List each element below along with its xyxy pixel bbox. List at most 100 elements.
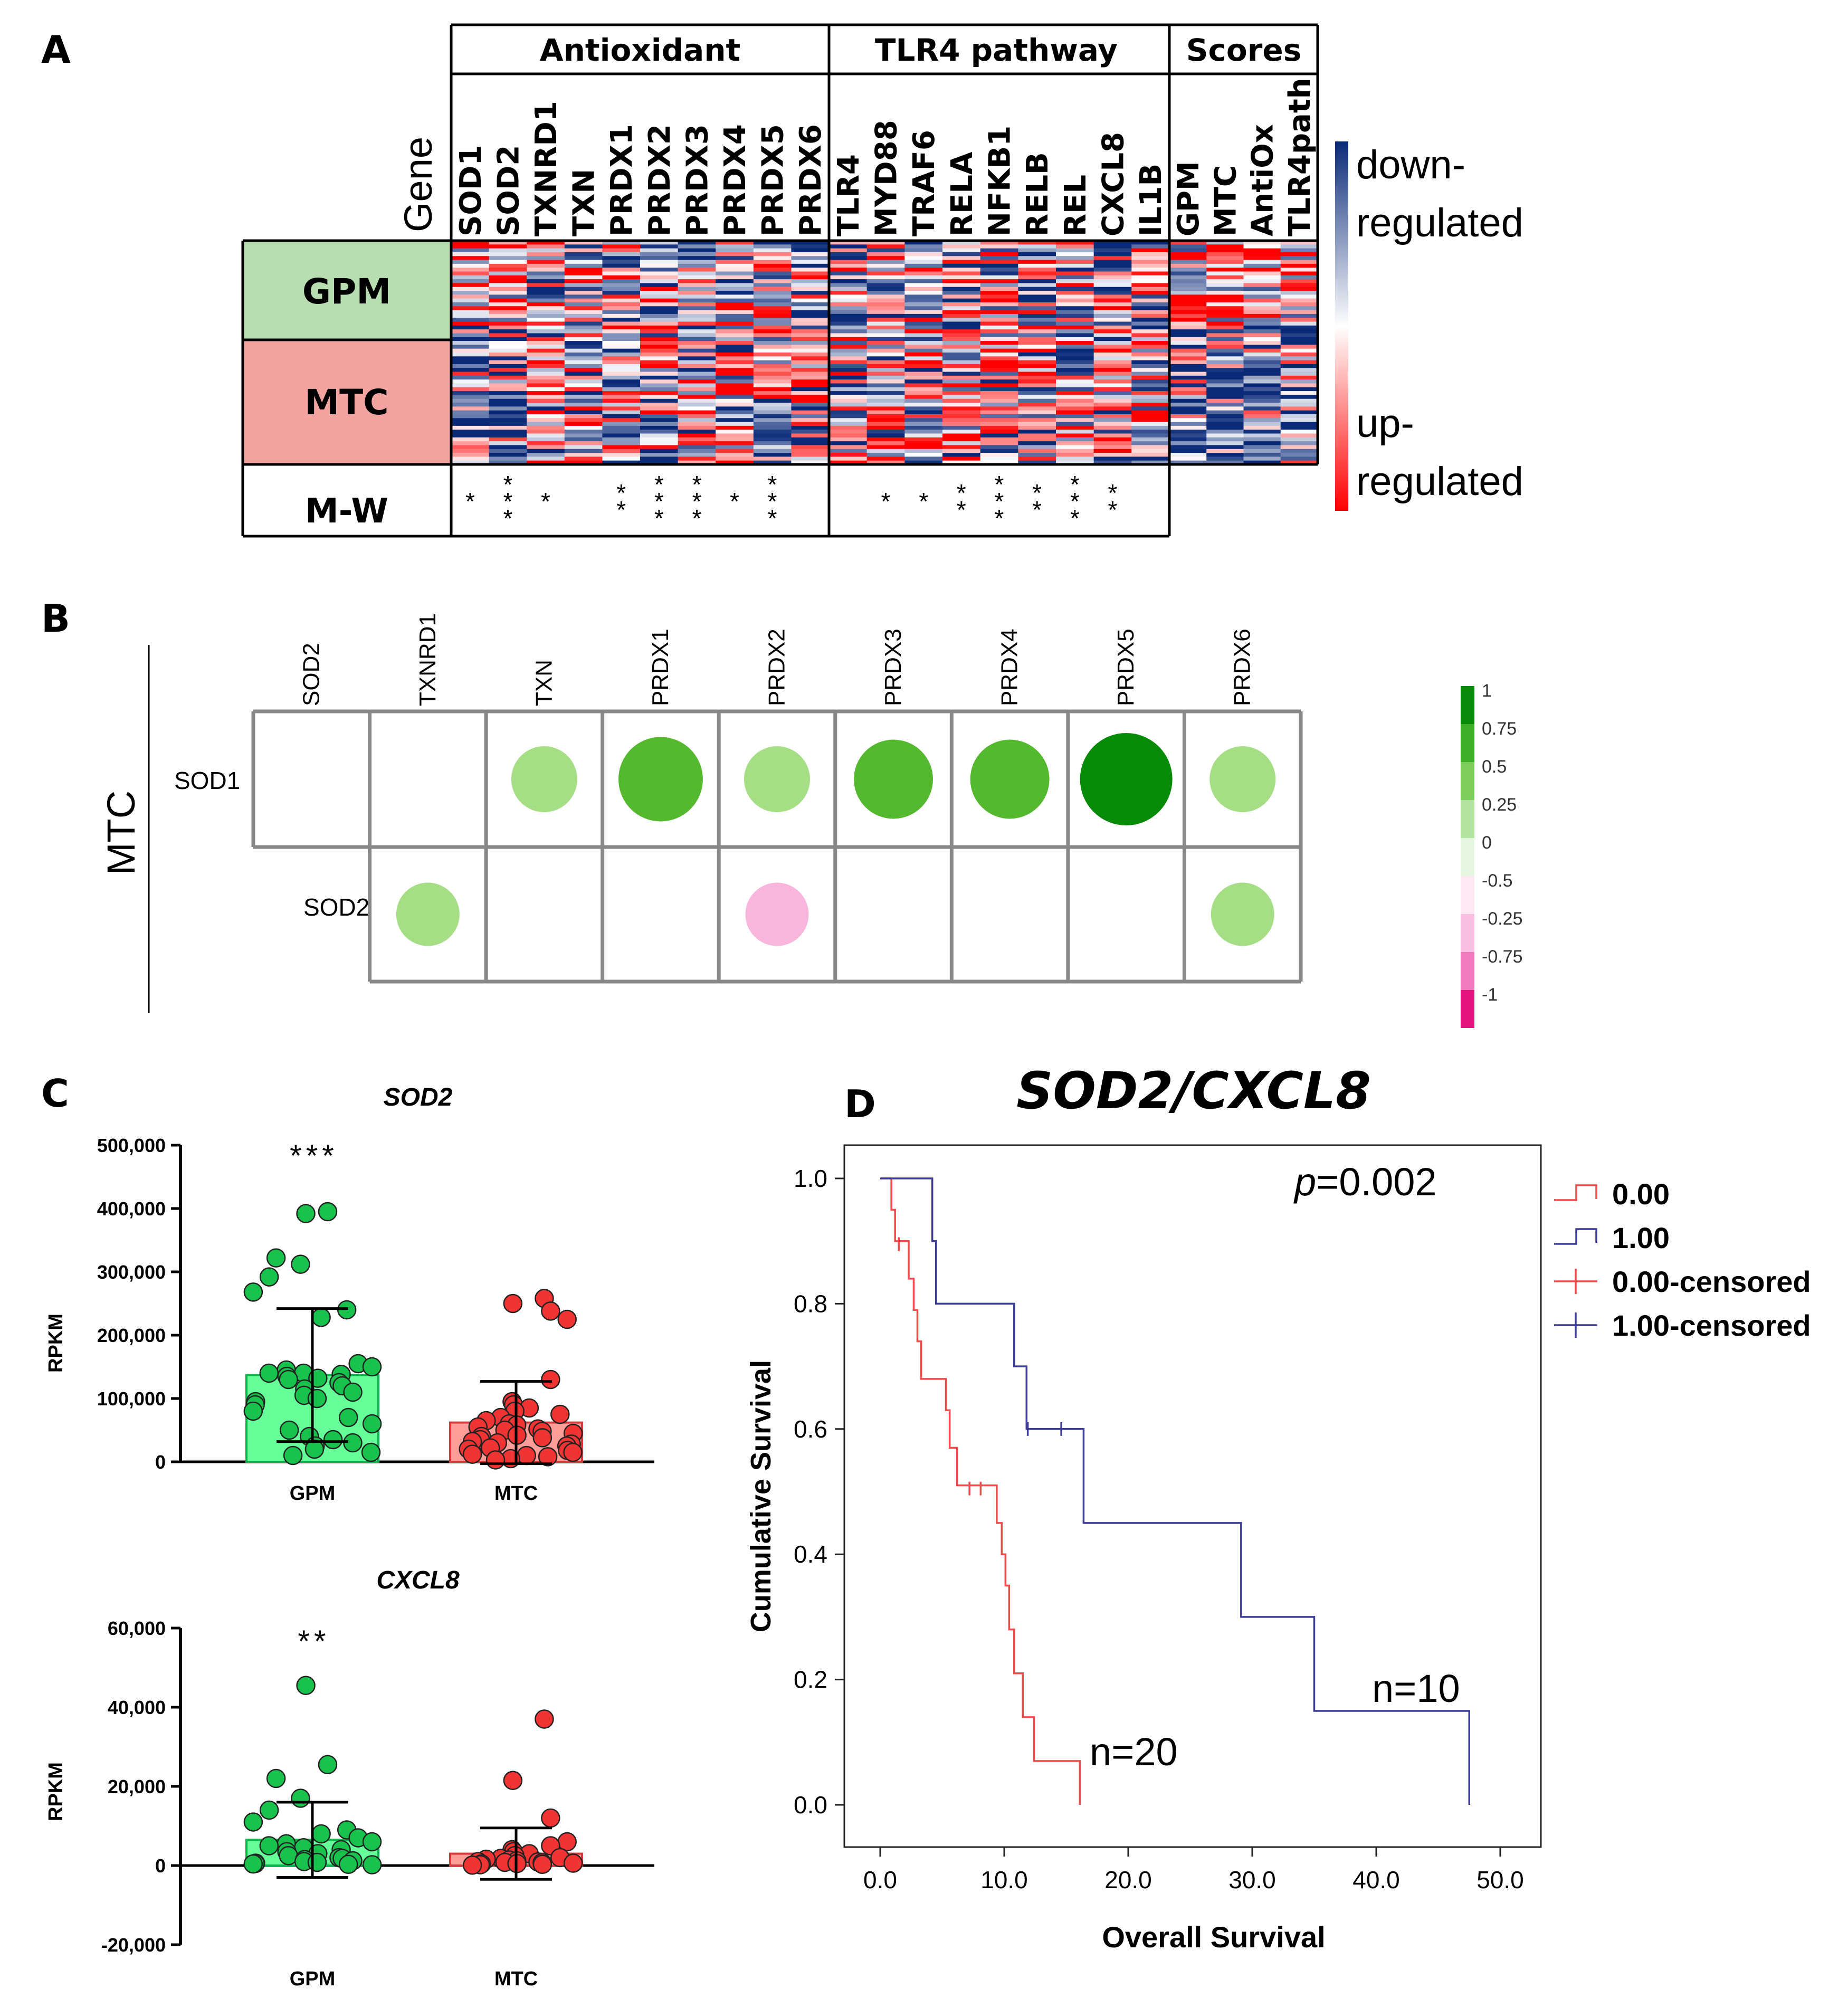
data-point [279, 1420, 299, 1440]
heatmap-cell [640, 430, 679, 434]
heatmap-cell [1206, 345, 1244, 349]
heatmap-cell [716, 445, 754, 450]
heatmap-cell [1056, 263, 1094, 268]
data-point [259, 1363, 279, 1383]
heatmap-cell [1206, 333, 1244, 338]
legend-tick-label: 0.25 [1482, 795, 1517, 815]
heatmap-cell [489, 244, 527, 249]
heatmap-cell [1093, 341, 1132, 345]
heatmap-cell [527, 271, 565, 276]
heatmap-cell [1093, 379, 1132, 384]
heatmap-cell [1169, 244, 1207, 249]
heatmap-cell [866, 387, 905, 392]
heatmap-cell [602, 248, 641, 253]
heatmap-cell [527, 279, 565, 283]
heatmap-cell [829, 395, 868, 399]
heatmap-cell [980, 395, 1018, 399]
heatmap-cell [866, 287, 905, 291]
heatmap-cell [1093, 406, 1132, 411]
heatmap-cell [451, 341, 490, 345]
heatmap-cell [1093, 302, 1132, 307]
heatmap-cell [527, 364, 565, 368]
heatmap-cell [451, 287, 490, 291]
heatmap-cell [1243, 449, 1281, 453]
heatmap-cell [791, 460, 830, 465]
heatmap-cell [753, 410, 792, 415]
heatmap-cell [451, 356, 490, 361]
heatmap-cell [451, 271, 490, 276]
heatmap-cell [942, 321, 981, 326]
heatmap-cell [527, 298, 565, 303]
heatmap-cell [564, 248, 603, 253]
heatmap-cell [904, 425, 943, 430]
heatmap-cell [1169, 364, 1207, 368]
heatmap-cell [527, 449, 565, 453]
heatmap-cell [1018, 391, 1056, 395]
heatmap-cell [1018, 356, 1056, 361]
scale-bottom-label-2: regulated [1356, 459, 1523, 504]
heatmap-cell [904, 252, 943, 256]
heatmap-cell [753, 298, 792, 303]
heatmap-cell [602, 283, 641, 288]
heatmap-cell [904, 345, 943, 349]
heatmap-cell [451, 383, 490, 388]
heatmap-cell [489, 406, 527, 411]
heatmap-cell [489, 364, 527, 368]
heatmap-cell [451, 453, 490, 457]
heatmap-cell [640, 337, 679, 341]
group-header-antioxidant: Antioxidant [540, 32, 741, 68]
x-tick-label: 20.0 [1104, 1866, 1152, 1894]
heatmap-cell [602, 252, 641, 256]
heatmap-cell [1169, 422, 1207, 426]
heatmap-cell [716, 341, 754, 345]
data-point [343, 1382, 363, 1402]
heatmap-cell [1018, 313, 1056, 318]
heatmap-cell [1243, 445, 1281, 450]
heatmap-cell [1131, 263, 1170, 268]
heatmap-cell [866, 433, 905, 438]
heatmap-cell [1093, 375, 1132, 380]
heatmap-cell [1280, 433, 1318, 438]
heatmap-cell [1169, 414, 1207, 418]
heatmap-cell [942, 364, 981, 368]
heatmap-cell [791, 318, 830, 322]
heatmap-cell [716, 348, 754, 353]
gene-label-rel: REL [1059, 175, 1093, 236]
gene-label-prdx2: PRDX2 [643, 124, 677, 236]
heatmap-cell [942, 410, 981, 415]
heatmap-cell [1169, 318, 1207, 322]
significance-marks: ***** ************* * ************ [465, 471, 1118, 532]
heatmap-cell [1280, 356, 1318, 361]
heatmap-cell [602, 287, 641, 291]
heatmap-cell [489, 341, 527, 345]
heatmap-cell [980, 302, 1018, 307]
heatmap-cell [866, 441, 905, 445]
heatmap-cell [1018, 437, 1056, 442]
significance-star: * [957, 496, 966, 524]
heatmap-cell [602, 387, 641, 392]
heatmap-cell [716, 410, 754, 415]
heatmap-cell [678, 306, 716, 311]
heatmap-cell [1056, 437, 1094, 442]
heatmap-cell [678, 445, 716, 450]
data-point [362, 1357, 382, 1377]
heatmap-cell [678, 283, 716, 288]
heatmap-cell [1093, 329, 1132, 334]
heatmap-cell [1243, 375, 1281, 380]
data-point [243, 1854, 263, 1874]
heatmap-cell [753, 460, 792, 465]
heatmap-cell [829, 379, 868, 384]
heatmap-cell [1280, 310, 1318, 315]
heatmap-cell [640, 348, 679, 353]
heatmap-cell [451, 398, 490, 403]
legend-tick-label: -0.5 [1482, 871, 1513, 891]
heatmap-cell [1131, 398, 1170, 403]
heatmap-cell [716, 329, 754, 334]
heatmap-cell [1280, 403, 1318, 407]
heatmap-cell [791, 441, 830, 445]
heatmap-cell [1243, 310, 1281, 315]
heatmap-cell [1131, 298, 1170, 303]
heatmap-cell [1131, 310, 1170, 315]
heatmap-cell [602, 313, 641, 318]
significance-star: * [654, 471, 664, 498]
